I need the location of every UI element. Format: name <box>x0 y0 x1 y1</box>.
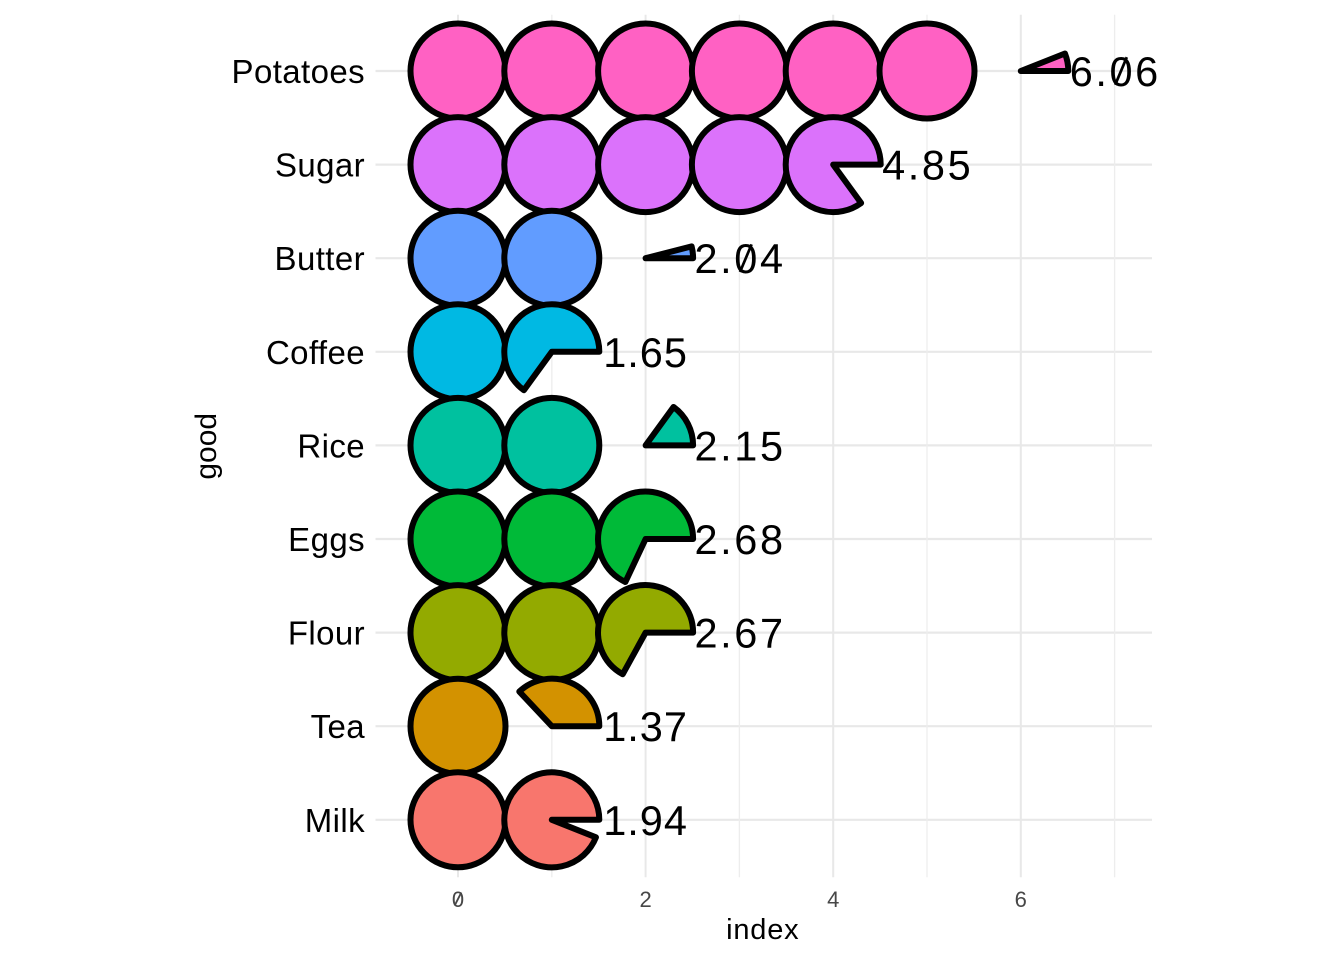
svg-text:Coffee: Coffee <box>266 334 365 371</box>
svg-text:good: good <box>190 413 223 480</box>
svg-text:index: index <box>726 914 799 946</box>
svg-text:Milk: Milk <box>305 802 365 839</box>
svg-text:2.67: 2.67 <box>695 610 786 657</box>
svg-text:2.15: 2.15 <box>695 422 786 469</box>
svg-text:Flour: Flour <box>288 615 365 652</box>
svg-text:4: 4 <box>827 887 839 912</box>
svg-text:1.94: 1.94 <box>603 797 688 844</box>
svg-text:Potatoes: Potatoes <box>232 53 365 90</box>
svg-text:6.06: 6.06 <box>1070 48 1161 95</box>
svg-text:1.37: 1.37 <box>603 703 688 750</box>
svg-text:Sugar: Sugar <box>275 147 365 184</box>
svg-text:Rice: Rice <box>297 427 365 464</box>
svg-text:4.85: 4.85 <box>882 142 973 189</box>
svg-text:2.04: 2.04 <box>695 235 786 282</box>
svg-text:1.65: 1.65 <box>603 329 688 376</box>
svg-text:6: 6 <box>1015 887 1027 912</box>
svg-text:Tea: Tea <box>311 708 366 745</box>
svg-text:2: 2 <box>639 887 651 912</box>
svg-text:Eggs: Eggs <box>288 521 365 558</box>
svg-text:Butter: Butter <box>275 240 365 277</box>
svg-text:2.68: 2.68 <box>695 516 786 563</box>
